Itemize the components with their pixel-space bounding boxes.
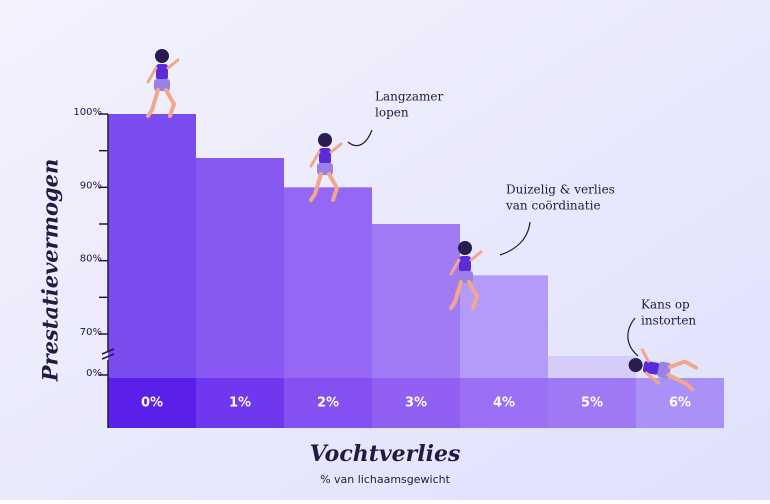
category-band xyxy=(548,378,636,428)
annotation: Kans op xyxy=(641,298,690,312)
figure-top xyxy=(642,361,660,375)
figure-legs xyxy=(146,88,177,118)
figure-head xyxy=(318,133,332,147)
annotation: Langzamer xyxy=(375,90,443,104)
bar xyxy=(548,356,636,378)
category-band xyxy=(636,378,724,428)
figure-head xyxy=(155,49,169,63)
figure-legs xyxy=(449,280,480,310)
annotation: lopen xyxy=(375,106,409,120)
annotation: van coördinatie xyxy=(505,199,601,213)
y-tick-label: 0% xyxy=(86,368,102,379)
annotation: Duizelig & verlies xyxy=(506,183,615,197)
annotation: instorten xyxy=(641,314,696,328)
category-band xyxy=(196,378,284,428)
category-band xyxy=(108,378,196,428)
bar xyxy=(372,224,460,378)
category-band xyxy=(284,378,372,428)
y-tick-label: 100% xyxy=(73,107,102,118)
figure-head xyxy=(458,241,472,255)
x-axis-subtitle: % van lichaamsgewicht xyxy=(320,473,451,486)
x-tick-label: 1% xyxy=(229,396,251,411)
y-tick-label: 90% xyxy=(80,180,102,191)
figure-top xyxy=(459,256,471,272)
category-band xyxy=(460,378,548,428)
x-axis-title: Vochtverlies xyxy=(310,441,461,467)
runner-figure xyxy=(449,241,483,310)
figure-top xyxy=(156,64,168,80)
figure-legs xyxy=(666,359,699,392)
bar xyxy=(284,187,372,378)
x-tick-label: 0% xyxy=(141,396,163,411)
y-axis-title: Prestatievermogen xyxy=(38,159,63,383)
runner-figure xyxy=(146,49,180,118)
axis-break xyxy=(101,353,115,360)
figure-top xyxy=(319,148,331,164)
x-tick-label: 6% xyxy=(669,396,691,411)
annotation-arrow xyxy=(627,317,639,357)
figure-arms xyxy=(146,58,180,84)
x-tick-label: 4% xyxy=(493,396,515,411)
runner-figure xyxy=(309,133,343,202)
x-tick-label: 2% xyxy=(317,396,339,411)
figure-arms xyxy=(449,250,483,276)
axis-break xyxy=(101,348,115,355)
y-tick-label: 70% xyxy=(80,327,102,338)
figure-arms xyxy=(640,348,661,385)
runner-figure xyxy=(628,348,699,392)
annotation-arrow xyxy=(347,129,373,147)
figure-arms xyxy=(309,142,343,168)
bar xyxy=(108,114,196,378)
annotation-arrow xyxy=(499,221,531,256)
y-tick-label: 80% xyxy=(80,254,102,265)
category-band xyxy=(372,378,460,428)
figure-head xyxy=(628,358,643,373)
bar xyxy=(196,158,284,378)
x-tick-label: 3% xyxy=(405,396,427,411)
figure-legs xyxy=(309,172,340,202)
x-tick-label: 5% xyxy=(581,396,603,411)
